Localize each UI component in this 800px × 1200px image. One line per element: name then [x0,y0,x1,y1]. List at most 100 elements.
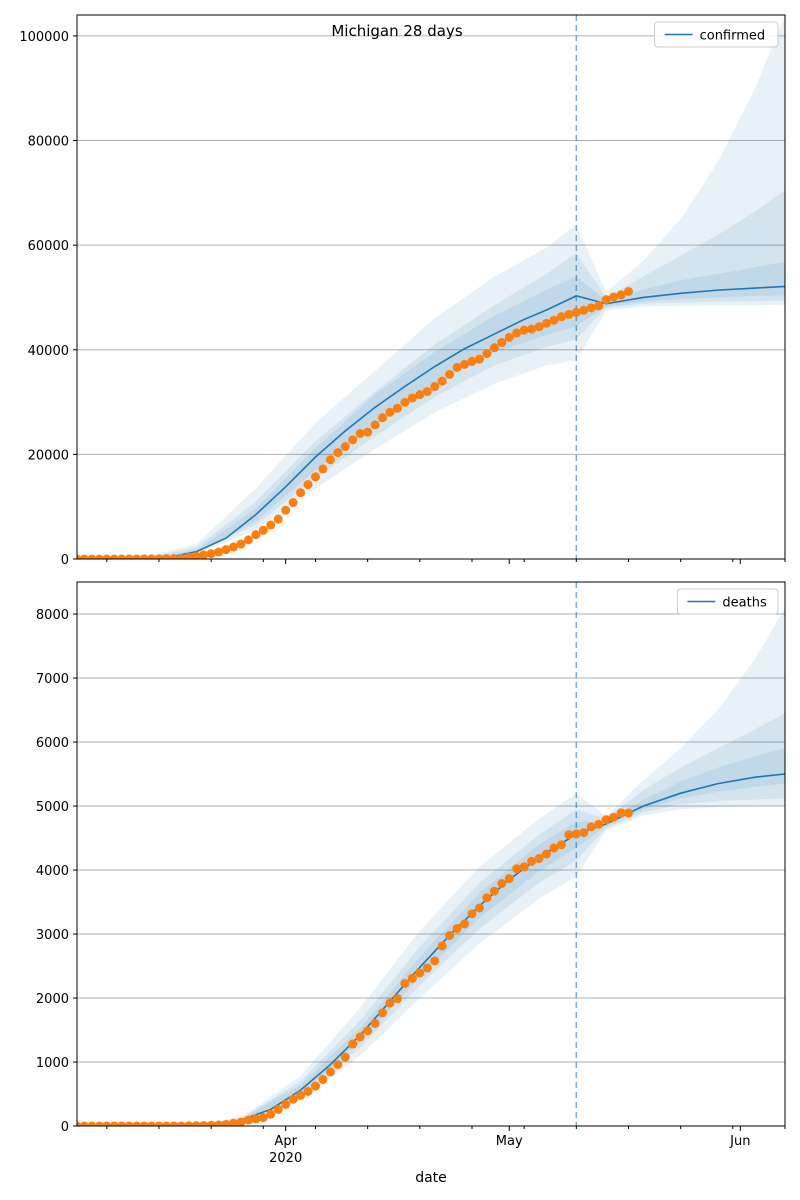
x-axis-label: date [415,1170,447,1186]
y-tick-label: 100000 [19,30,69,45]
observed-point [556,312,566,322]
observed-point [489,886,499,896]
observed-point [318,464,328,474]
y-tick-label: 7000 [36,672,69,687]
observed-point [266,1109,276,1119]
observed-point [266,520,276,530]
observed-point [378,1008,388,1018]
observed-point [102,1121,112,1126]
observed-point [363,1026,373,1036]
observed-point [132,1121,142,1126]
observed-point [94,554,104,559]
axes-frame [76,581,786,1127]
observed-point [594,819,604,829]
legend-box [676,588,779,615]
observed-point [474,354,484,364]
y-tick-label: 0 [61,553,69,568]
observed-point [296,1090,306,1100]
observed-point [318,1074,328,1084]
observed-point [221,545,231,555]
observed-point [534,322,544,332]
observed-point [229,1118,239,1126]
plot-area [181,607,785,1126]
observed-point [616,808,626,818]
observed-point [325,455,335,465]
observed-point [258,1113,268,1123]
x-year-label: 2020 [269,1151,302,1166]
y-tick-label: 80000 [28,135,69,150]
y-tick-label: 8000 [36,608,69,623]
observed-point [527,324,537,334]
observed-point [586,822,596,832]
uncertainty-band-inner [136,261,785,559]
observed-point [415,390,425,400]
y-tick-label: 60000 [28,239,69,254]
observed-point [199,550,209,559]
observed-point [512,864,522,874]
observed-point [467,909,477,919]
observed-point [407,973,417,983]
observed-point [363,427,373,437]
observed-point [214,1120,224,1126]
y-tick-label: 4000 [36,864,69,879]
observed-point [340,442,350,452]
uncertainty-band-outer [136,15,785,559]
observed-point [430,956,440,966]
y-tick-label: 2000 [36,992,69,1007]
observed-point [549,315,559,325]
observed-point [169,1121,179,1126]
observed-point [601,815,611,825]
observed-point [400,978,410,988]
y-tick-label: 5000 [36,800,69,815]
observed-point [601,295,611,305]
legend-box [654,21,779,48]
observed-point [474,903,484,913]
uncertainty-band-outer [181,607,785,1126]
y-tick-label: 40000 [28,344,69,359]
observed-point [355,1032,365,1042]
observed-point [378,413,388,423]
observed-point [586,303,596,313]
observed-point [258,525,268,535]
observed-point [191,1121,201,1126]
observed-point [609,292,619,302]
observed-point [79,1121,89,1126]
x-tick-label: May [496,1134,523,1149]
observed-point [527,856,537,866]
observed-point [199,1120,209,1126]
observed-point [124,1121,134,1126]
observed-point [415,968,425,978]
observed-point [392,994,402,1004]
observed-point [467,356,477,366]
observed-point [296,488,306,498]
observed-point [206,1120,216,1126]
y-tick-label: 6000 [36,736,69,751]
observed-point [243,1115,253,1125]
observed-point [154,1121,164,1126]
observed-point [109,1121,119,1126]
observed-point [139,1121,149,1126]
observed-point [542,318,552,328]
observed-point [147,554,157,559]
observed-point [303,480,313,490]
observed-point [117,554,127,559]
model-line [136,285,785,559]
model-line [181,773,785,1126]
chart-title: Michigan 28 days [331,22,462,40]
observed-point [445,930,455,940]
observed-point [87,554,97,559]
observed-point [333,1060,343,1070]
observed-point [519,325,529,335]
observed-point [355,428,365,438]
observed-point [392,403,402,413]
y-tick-label: 1000 [36,1056,69,1071]
observed-point [594,301,604,311]
observed-point [243,535,253,545]
observed-point [430,382,440,392]
y-tick-label: 20000 [28,448,69,463]
observed-point [564,830,574,840]
observed-point [161,554,171,559]
observed-point [452,362,462,372]
observed-point [400,397,410,407]
y-tick-label: 0 [61,1120,69,1135]
